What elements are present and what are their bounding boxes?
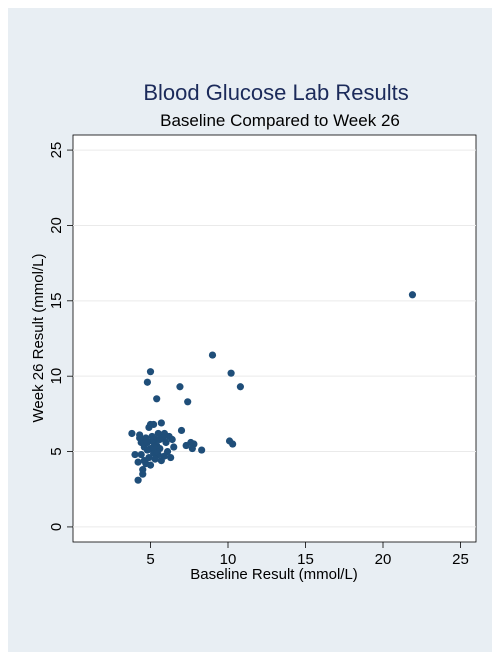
data-point xyxy=(134,476,142,484)
data-point xyxy=(151,455,159,463)
data-point xyxy=(146,461,155,469)
x-axis-ticks: 5 10 15 20 25 xyxy=(146,542,469,568)
data-point xyxy=(137,450,145,459)
data-point xyxy=(170,443,178,451)
data-point xyxy=(136,434,144,442)
data-point xyxy=(188,444,196,453)
y-tick-label: 20 xyxy=(48,217,65,234)
data-point xyxy=(134,458,142,466)
y-tick-label: 25 xyxy=(48,142,65,159)
y-axis-ticks: 0 5 10 15 20 25 xyxy=(48,142,73,531)
data-point xyxy=(229,440,237,448)
data-point xyxy=(198,446,206,454)
scatter-chart: Blood Glucose Lab Results Baseline Compa… xyxy=(30,80,477,583)
x-tick-label: 5 xyxy=(146,551,154,568)
plot-area xyxy=(72,134,477,543)
x-tick-label: 25 xyxy=(452,551,469,568)
data-point xyxy=(153,395,161,403)
data-point xyxy=(143,378,151,386)
data-point xyxy=(177,426,186,435)
data-point xyxy=(145,423,153,432)
data-point xyxy=(157,457,165,465)
data-point xyxy=(154,429,162,438)
y-axis-label: Week 26 Result (mmol/L) xyxy=(30,254,47,423)
y-tick-label: 10 xyxy=(48,368,65,385)
data-point xyxy=(184,398,192,406)
data-point xyxy=(168,435,176,444)
data-point xyxy=(146,368,155,376)
data-point xyxy=(128,429,136,438)
data-point xyxy=(150,443,158,451)
data-point xyxy=(143,438,151,447)
data-point xyxy=(167,453,175,462)
x-axis-label: Baseline Result (mmol/L) xyxy=(190,566,358,583)
data-point xyxy=(157,419,165,427)
chart-subtitle: Baseline Compared to Week 26 xyxy=(160,111,400,130)
data-point xyxy=(156,435,164,444)
data-point xyxy=(148,432,156,441)
data-point xyxy=(182,441,190,450)
x-tick-label: 20 xyxy=(375,551,392,568)
data-point xyxy=(143,446,151,454)
x-tick-label: 15 xyxy=(297,551,314,568)
y-tick-label: 0 xyxy=(48,523,65,531)
data-point xyxy=(227,369,235,377)
chart-title: Blood Glucose Lab Results xyxy=(143,80,408,105)
data-point xyxy=(408,291,417,299)
data-point xyxy=(139,470,147,478)
data-point xyxy=(162,438,170,447)
chart-frame: Blood Glucose Lab Results Baseline Compa… xyxy=(8,8,492,652)
x-tick-label: 10 xyxy=(220,551,237,568)
data-points xyxy=(128,291,417,484)
y-tick-label: 5 xyxy=(48,447,65,455)
data-point xyxy=(131,450,139,459)
data-point xyxy=(176,383,184,391)
data-point xyxy=(236,383,244,391)
y-tick-label: 15 xyxy=(48,292,65,309)
data-point xyxy=(208,351,217,359)
